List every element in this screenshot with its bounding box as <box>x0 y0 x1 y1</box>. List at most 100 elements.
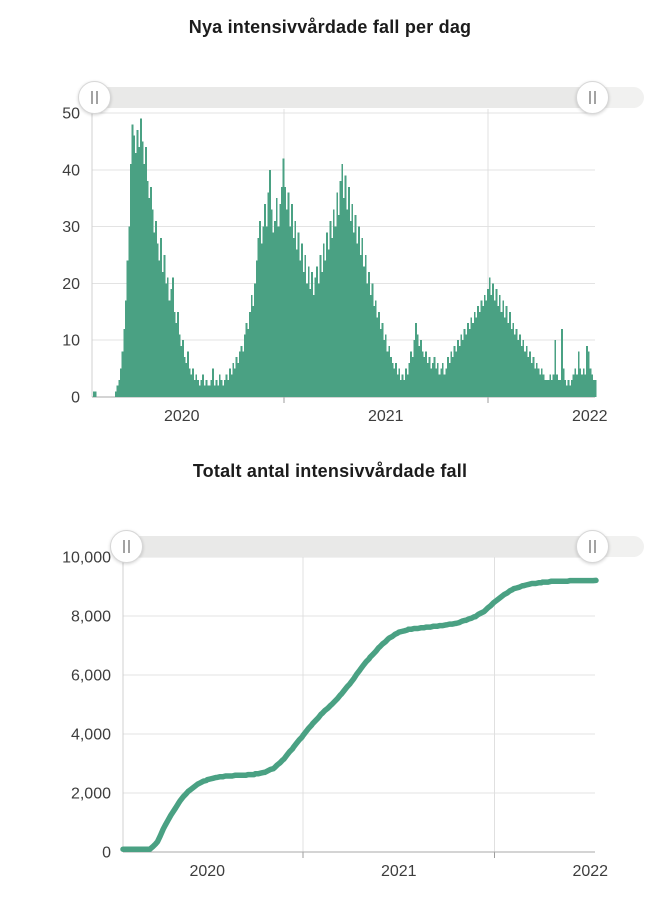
bar <box>418 345 421 397</box>
bar <box>408 362 411 397</box>
bar <box>410 351 412 397</box>
bar <box>131 124 134 398</box>
y-axis-tick-label: 2,000 <box>71 786 111 803</box>
bar <box>140 118 142 398</box>
bar <box>376 317 379 397</box>
bar <box>364 255 367 397</box>
bar <box>403 379 406 397</box>
bar <box>133 135 136 397</box>
bar <box>453 345 456 397</box>
bar <box>207 385 209 397</box>
bar <box>292 237 295 397</box>
bar <box>358 226 360 397</box>
bar <box>391 362 394 397</box>
bar <box>406 374 409 397</box>
bar <box>398 368 401 397</box>
bar <box>425 351 427 397</box>
bar <box>539 374 541 397</box>
bar <box>170 289 173 397</box>
bar <box>156 243 159 397</box>
bar <box>289 226 292 397</box>
bar <box>322 243 325 397</box>
bar <box>217 385 220 397</box>
y-axis-tick-label: 10,000 <box>62 550 111 567</box>
bar <box>462 340 464 397</box>
bar <box>519 334 521 397</box>
bar <box>445 368 448 397</box>
bar <box>188 368 191 397</box>
bar <box>374 300 377 397</box>
bar <box>285 209 288 397</box>
bar <box>555 374 558 397</box>
bar <box>514 334 516 397</box>
bar <box>252 306 255 397</box>
bar <box>153 232 156 397</box>
bar <box>296 249 298 397</box>
bar <box>187 351 189 397</box>
bar <box>297 232 300 397</box>
bar-series <box>93 118 597 398</box>
bar <box>457 340 459 397</box>
bar <box>294 220 297 397</box>
bar <box>493 300 496 397</box>
y-axis-tick-label: 8,000 <box>71 609 111 626</box>
bar <box>277 226 280 397</box>
range-slider-left-handle[interactable] <box>78 81 111 114</box>
bar <box>151 209 154 397</box>
bar <box>304 255 307 397</box>
bar <box>423 357 426 397</box>
bar <box>203 385 206 397</box>
bar <box>405 368 407 397</box>
bar <box>190 374 193 397</box>
range-slider-right-handle[interactable] <box>576 81 609 114</box>
bar <box>356 243 359 397</box>
bar <box>401 374 404 397</box>
bar <box>316 266 318 397</box>
bar <box>430 368 432 397</box>
grip-icon <box>589 540 596 553</box>
bar <box>284 186 287 397</box>
bar <box>185 362 188 397</box>
range-slider-selected-range[interactable] <box>87 87 593 108</box>
bar <box>400 379 402 397</box>
bar <box>349 220 352 397</box>
bar <box>237 362 240 397</box>
y-axis-tick-label: 50 <box>62 106 80 123</box>
bar <box>195 374 198 397</box>
bar <box>314 277 317 397</box>
range-slider-selected-range[interactable] <box>119 536 593 557</box>
bar <box>228 368 231 397</box>
bar <box>205 379 208 397</box>
bar <box>576 374 578 397</box>
range-slider-right-handle[interactable] <box>576 530 609 563</box>
bar <box>208 385 211 397</box>
bar <box>416 334 419 397</box>
bar <box>265 226 268 397</box>
bar <box>389 357 392 397</box>
bar <box>176 311 179 397</box>
bar <box>321 272 323 397</box>
bar <box>230 374 233 397</box>
bar <box>369 294 372 397</box>
bar <box>393 368 396 397</box>
bar <box>234 368 236 397</box>
bar <box>569 385 572 397</box>
bar <box>267 192 270 397</box>
bar <box>222 385 225 397</box>
bar <box>327 249 330 397</box>
bar <box>302 272 305 397</box>
bar <box>130 164 132 397</box>
bar <box>141 141 144 397</box>
bar <box>440 368 443 397</box>
y-axis-tick-label: 30 <box>62 219 80 236</box>
bar <box>326 232 329 397</box>
bar <box>550 379 553 397</box>
bar <box>566 385 568 397</box>
bar <box>116 385 119 397</box>
bar <box>346 209 349 397</box>
bar <box>247 328 250 397</box>
range-slider-left-handle[interactable] <box>110 530 143 563</box>
bar <box>368 272 370 397</box>
bar <box>465 334 468 397</box>
